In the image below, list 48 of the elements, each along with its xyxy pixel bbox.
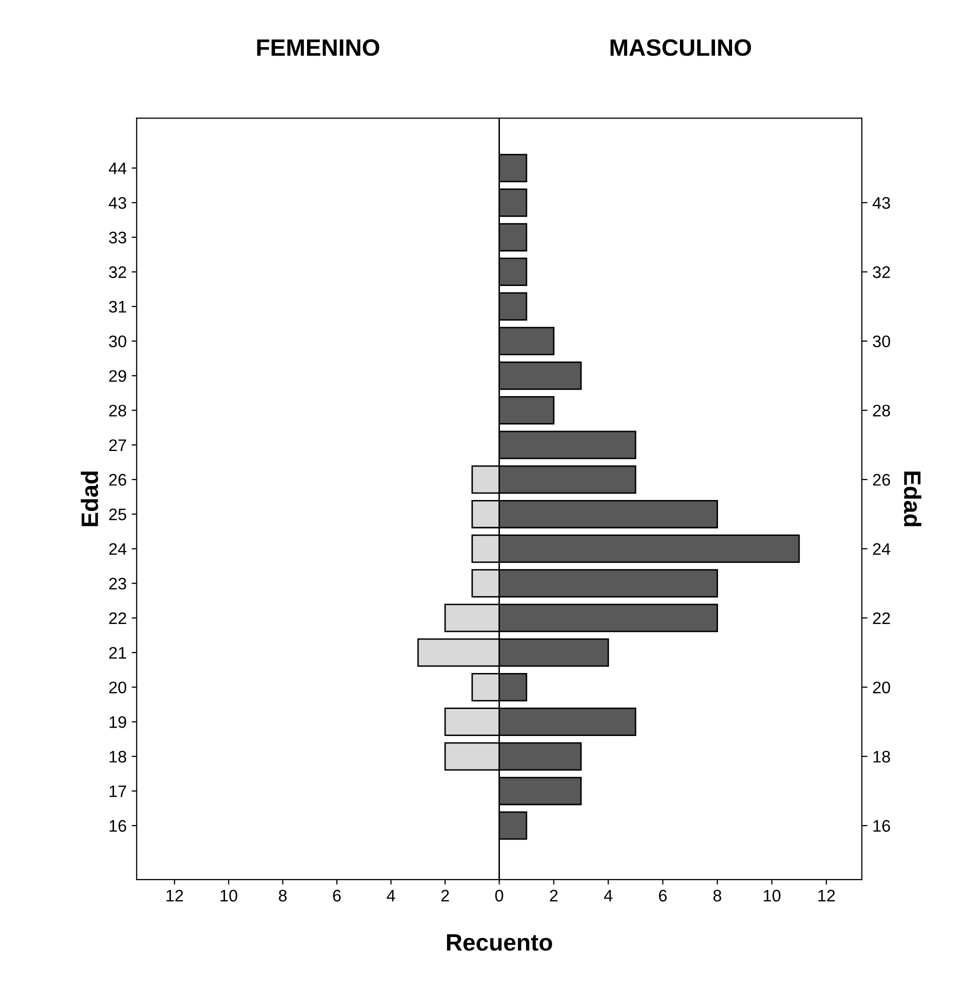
y-tick-label: 20 <box>109 682 126 694</box>
y-tick-label: 24 <box>873 543 890 555</box>
x-tick-label: 4 <box>386 890 396 902</box>
y-tick-label: 17 <box>110 786 126 798</box>
x-tick-label: 12 <box>818 890 835 902</box>
x-tick-label: 2 <box>550 890 558 902</box>
y-tick-label: 26 <box>873 474 890 486</box>
y-tick-label: 20 <box>873 682 890 694</box>
y-tick-label: 43 <box>872 197 890 209</box>
y-tick-label: 21 <box>109 646 126 659</box>
y-tick-label: 30 <box>109 335 126 348</box>
y-tick-label: 28 <box>109 404 126 417</box>
x-tick-label: 0 <box>495 890 504 902</box>
y-tick-label: 18 <box>110 750 126 763</box>
y-tick-label: 25 <box>109 508 126 520</box>
y-tick-label: 32 <box>872 266 890 278</box>
y2-axis-title: Edad <box>904 472 922 526</box>
y-tick-label: 44 <box>108 162 126 174</box>
x-tick-label: 12 <box>166 890 183 902</box>
y-tick-label: 23 <box>109 578 126 590</box>
y-tick-label: 24 <box>109 543 126 555</box>
y-tick-label: 27 <box>109 439 126 451</box>
x-axis-title: Recuento <box>447 934 552 951</box>
x-tick-label: 8 <box>713 890 722 902</box>
chart-title: FEMENINO <box>257 39 380 56</box>
chart-title: MASCULINO <box>610 39 752 56</box>
y-tick-label: 31 <box>109 300 126 313</box>
y-tick-label: 28 <box>873 404 890 417</box>
x-tick-label: 6 <box>333 890 341 902</box>
x-tick-label: 2 <box>441 890 449 902</box>
y-tick-label: 30 <box>872 335 890 348</box>
y-tick-label: 22 <box>109 612 126 624</box>
y-tick-label: 43 <box>108 197 126 209</box>
y-tick-label: 33 <box>109 232 126 244</box>
y-tick-label: 18 <box>873 750 890 763</box>
x-tick-label: 6 <box>659 890 667 902</box>
x-tick-label: 10 <box>764 890 780 902</box>
y-axis-title: Edad <box>80 472 98 526</box>
y-tick-label: 32 <box>109 266 126 278</box>
x-tick-label: 8 <box>278 890 287 902</box>
y-tick-label: 16 <box>873 820 890 832</box>
y-tick-label: 19 <box>110 716 126 728</box>
y-tick-label: 16 <box>110 820 126 832</box>
y-tick-label: 29 <box>109 370 126 382</box>
x-tick-label: 4 <box>604 890 612 902</box>
y-tick-label: 22 <box>873 612 890 624</box>
y-tick-label: 26 <box>109 474 126 486</box>
x-tick-label: 10 <box>220 890 238 902</box>
